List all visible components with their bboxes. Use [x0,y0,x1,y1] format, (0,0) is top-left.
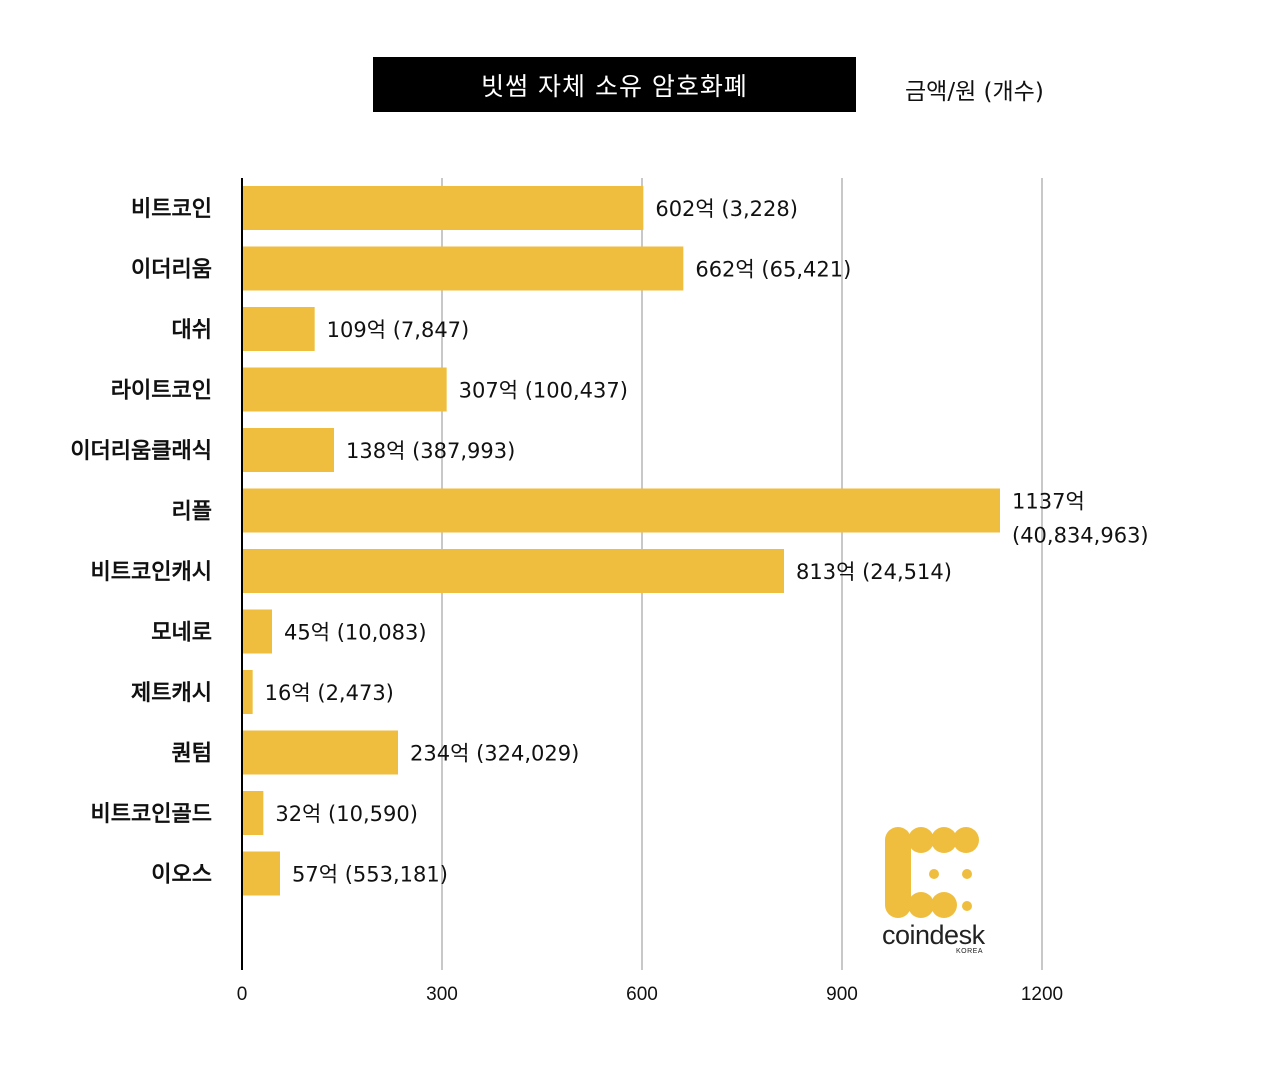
value-label: 32억 (10,590) [275,802,418,826]
bar [242,186,644,230]
logo-subtext: KOREA [956,948,984,955]
value-label: 109억 (7,847) [327,318,470,342]
value-label: 1137억 (40,834,963) [1012,490,1149,548]
coindesk-logo [885,827,979,918]
bar [242,428,334,472]
category-label: 모네로 [151,621,212,646]
x-tick-label: 900 [826,984,858,1005]
bar [242,730,398,775]
value-label: 602억 (3,228) [655,197,798,221]
bar [242,670,253,714]
bar [242,851,280,896]
x-tick-label: 0 [237,984,248,1005]
value-label: 138억 (387,993) [346,439,515,463]
bar [242,307,315,351]
value-label: 662억 (65,421) [695,258,851,282]
bar [242,609,272,654]
category-label: 퀀텀 [172,742,212,767]
category-label: 제트캐시 [131,681,212,706]
x-tick-label: 600 [626,984,658,1005]
logo-wordmark: coindesk [882,920,985,950]
unit-label: 금액/원 (개수) [905,79,1044,105]
bar [242,246,684,291]
value-label: 307억 (100,437) [459,379,628,403]
category-label: 비트코인골드 [91,802,212,827]
bar [242,791,264,835]
x-tick-label: 1200 [1021,984,1063,1005]
bar [242,549,784,593]
value-label: 57억 (553,181) [292,863,448,887]
category-label: 이오스 [151,863,212,888]
category-label: 리플 [172,500,212,525]
category-label: 비트코인캐시 [91,560,212,585]
category-label: 라이트코인 [111,379,212,404]
category-label: 이더리움 [131,258,212,283]
bar [242,488,1000,533]
category-label: 비트코인 [131,197,212,222]
value-label: 16억 (2,473) [265,681,394,705]
category-label: 이더리움클래식 [70,439,212,464]
value-label: 234억 (324,029) [410,742,579,766]
bar [242,367,447,412]
chart-title: 빗썸 자체 소유 암호화폐 [373,57,856,112]
category-label: 대쉬 [172,318,212,343]
x-tick-label: 300 [426,984,458,1005]
value-label: 813억 (24,514) [796,560,952,584]
value-label: 45억 (10,083) [284,621,427,645]
